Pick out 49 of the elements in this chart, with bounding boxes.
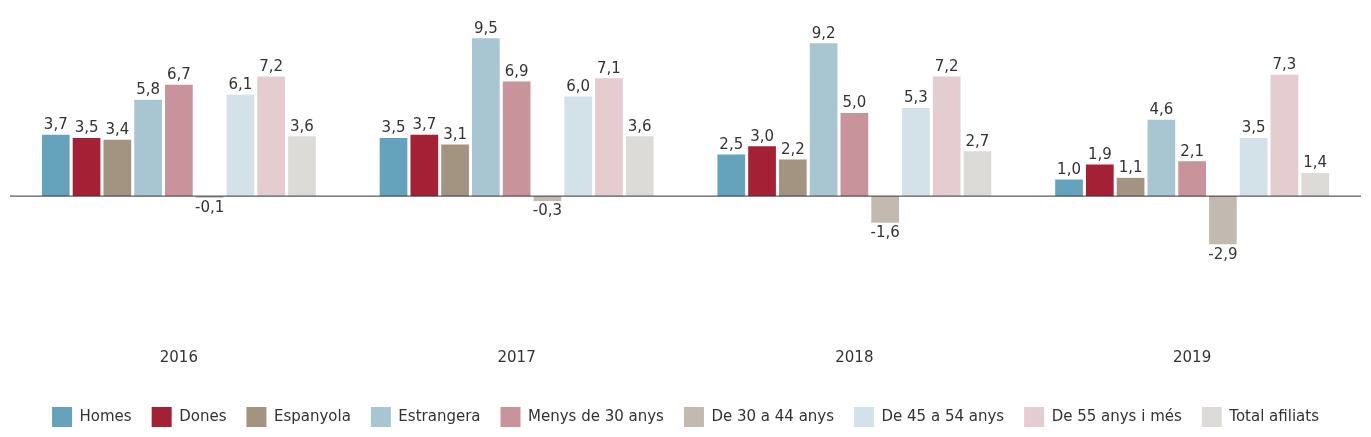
data-label: 6,1 [228, 75, 253, 94]
data-label: 1,0 [1057, 159, 1081, 178]
data-label: 3,6 [290, 116, 314, 135]
x-tick-label: 2016 [159, 347, 198, 366]
data-label: 3,6 [627, 116, 652, 135]
data-label: 6,9 [504, 61, 529, 80]
legend-label: Espanyola [273, 406, 351, 425]
data-label: 9,2 [811, 23, 836, 42]
legend-label: Total afiliats [1228, 406, 1320, 425]
data-label: 1,1 [1118, 158, 1143, 177]
data-label: 3,5 [1241, 118, 1266, 137]
legend-label: De 45 a 54 anys [881, 406, 1005, 425]
legend-label: Dones [179, 406, 227, 425]
data-label: 1,9 [1087, 144, 1112, 163]
data-label: 3,0 [750, 126, 774, 145]
data-label: 5,3 [903, 88, 928, 107]
data-label: 6,0 [566, 76, 591, 95]
data-label: 5,8 [136, 80, 161, 99]
data-label: 1,4 [1303, 153, 1328, 172]
data-label: 2,1 [1180, 141, 1205, 160]
data-label: -1,6 [870, 223, 900, 242]
legend-label: De 30 a 44 anys [711, 406, 835, 425]
data-label: -2,9 [1208, 244, 1238, 263]
data-label: 9,5 [473, 18, 498, 37]
data-label: 7,2 [259, 56, 284, 75]
data-label: 3,1 [443, 125, 468, 144]
data-label: 3,5 [381, 118, 406, 137]
x-tick-label: 2017 [497, 347, 536, 366]
data-label: 2,5 [719, 134, 744, 153]
x-tick-label: 2019 [1173, 347, 1212, 366]
data-label: 7,3 [1272, 55, 1297, 74]
data-label: 3,7 [43, 115, 68, 134]
data-label: 4,6 [1149, 100, 1174, 119]
data-label: 3,7 [412, 115, 437, 134]
data-label: -0,1 [195, 198, 225, 217]
data-label: 3,5 [74, 118, 99, 137]
data-label: 3,4 [105, 120, 130, 139]
legend-label: Menys de 30 anys [528, 406, 665, 425]
data-label: 6,7 [166, 65, 191, 84]
data-label: 2,7 [965, 131, 990, 150]
data-label: 7,2 [934, 56, 959, 75]
data-label: 7,1 [597, 58, 621, 77]
legend-label: De 55 anys i més [1051, 406, 1182, 425]
data-label: 2,2 [780, 139, 805, 158]
data-label: 5,0 [842, 93, 867, 112]
x-tick-label: 2018 [835, 347, 874, 366]
legend-label: Homes [79, 406, 132, 425]
legend-label: Estrangera [398, 406, 481, 425]
data-label: -0,3 [532, 201, 563, 220]
